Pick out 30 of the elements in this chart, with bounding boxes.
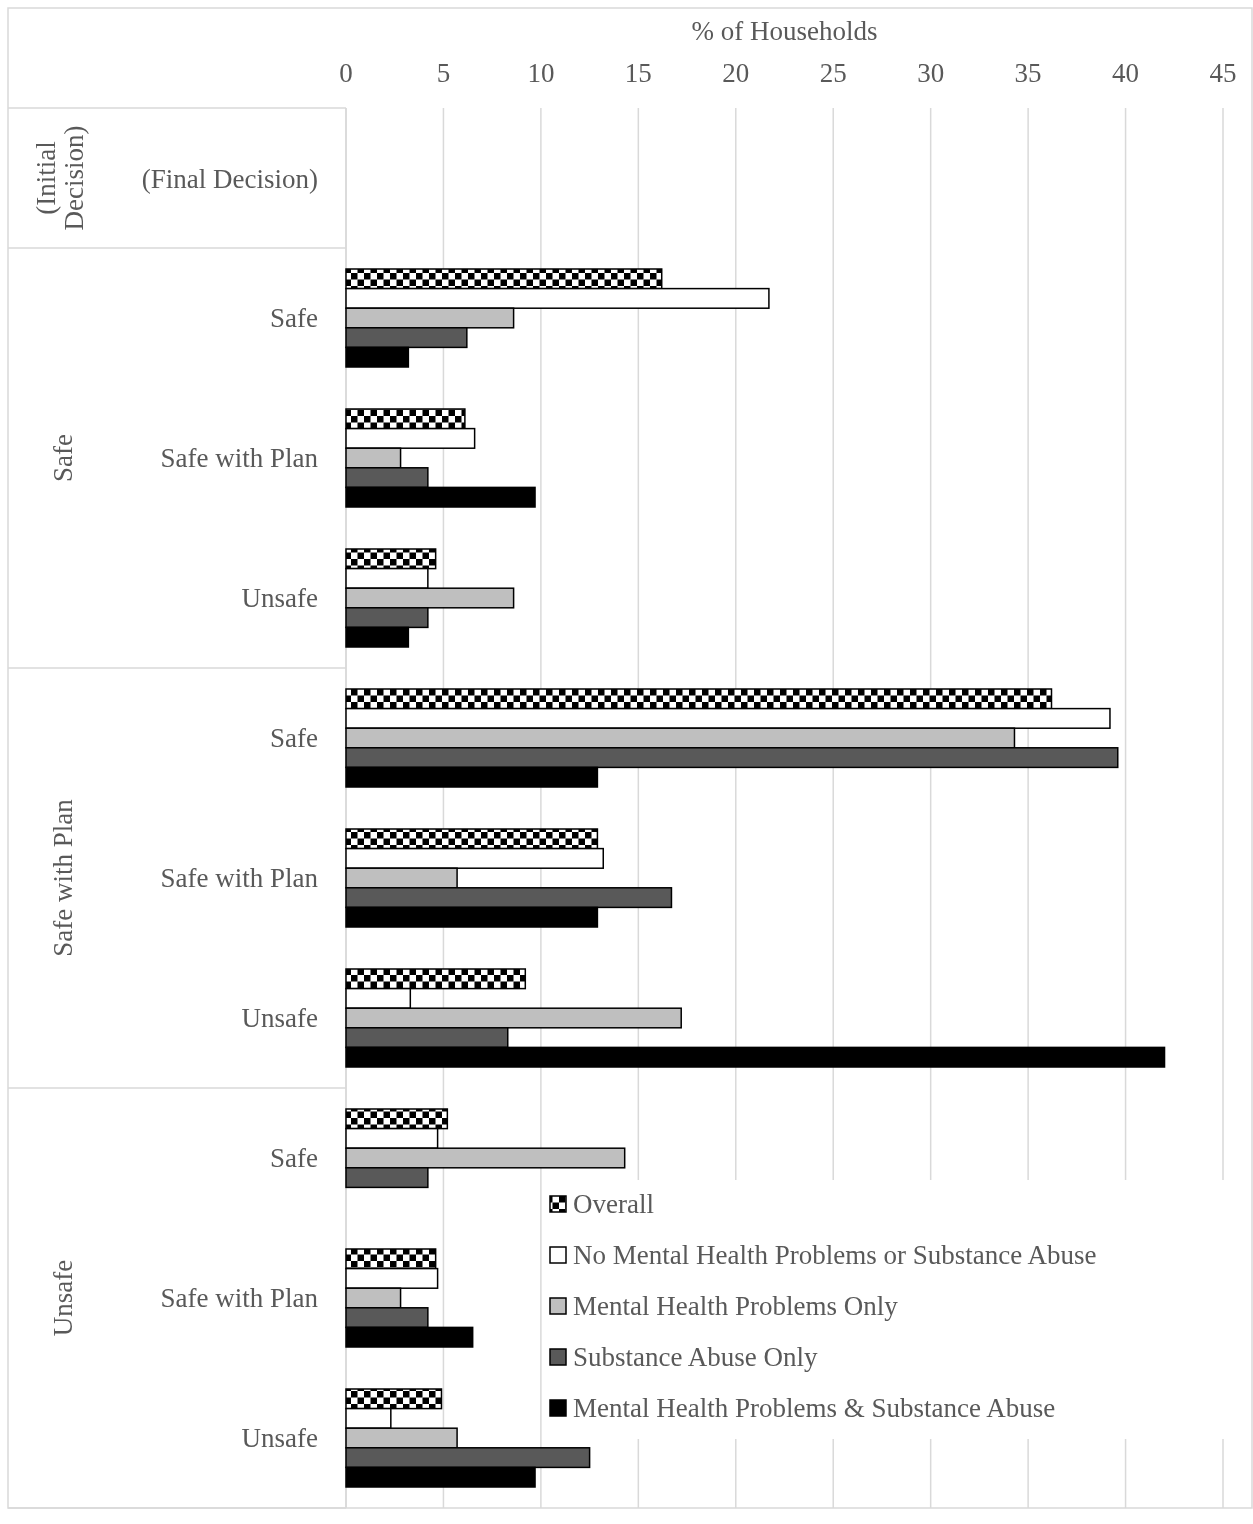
y-tick-label: Safe with Plan — [160, 863, 319, 893]
text: Safe — [48, 434, 78, 482]
x-tick-label: 35 — [1014, 58, 1042, 88]
legend-label: Mental Health Problems & Substance Abuse — [573, 1393, 1056, 1423]
text: Safe with Plan — [48, 798, 78, 957]
y-tick-label: Unsafe — [241, 1003, 319, 1033]
x-tick-label: 5 — [436, 58, 451, 88]
x-tick-label: 25 — [819, 58, 847, 88]
x-axis-title: % of Households — [691, 16, 878, 46]
y-tick-label: Safe — [270, 723, 319, 753]
y-tick-label: Unsafe — [241, 583, 319, 613]
text: (Initial Decision) — [31, 125, 89, 231]
x-tick-label: 15 — [624, 58, 652, 88]
x-tick-label: 30 — [917, 58, 945, 88]
x-tick-label: 0 — [339, 58, 353, 88]
x-tick-label: 40 — [1112, 58, 1140, 88]
y-tick-label: Unsafe — [241, 1423, 319, 1453]
text: Unsafe — [48, 1259, 78, 1337]
y-tick-label: Safe — [270, 1143, 319, 1173]
y-tick-label: Safe — [270, 303, 319, 333]
y-tick-label: Safe with Plan — [160, 443, 319, 473]
x-tick-label: 20 — [722, 58, 750, 88]
legend-label: Overall — [573, 1189, 654, 1219]
y-tick-label: Safe with Plan — [160, 1283, 319, 1313]
legend-label: No Mental Health Problems or Substance Abuse — [573, 1240, 1097, 1270]
x-tick-label: 45 — [1209, 58, 1237, 88]
legend-label: Substance Abuse Only — [573, 1342, 818, 1372]
legend-label: Mental Health Problems Only — [573, 1291, 899, 1321]
y-axis-title: (Final Decision) — [141, 164, 318, 194]
x-tick-label: 10 — [527, 58, 555, 88]
